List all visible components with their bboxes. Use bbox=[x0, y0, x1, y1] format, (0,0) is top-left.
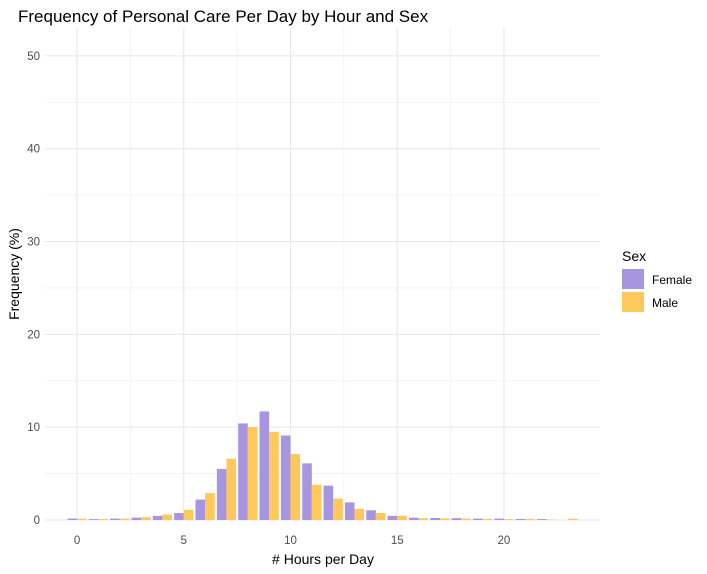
y-tick-label: 0 bbox=[34, 515, 40, 527]
grid bbox=[45, 28, 600, 521]
bar-female-20 bbox=[494, 518, 504, 520]
legend-label-female: Female bbox=[652, 273, 692, 287]
bar-male-20 bbox=[503, 519, 514, 520]
bar-male-18 bbox=[461, 518, 471, 520]
bar-male-6 bbox=[205, 493, 215, 520]
bar-female-1 bbox=[88, 519, 99, 520]
y-tick-label: 40 bbox=[27, 144, 40, 156]
bar-male-11 bbox=[311, 484, 322, 520]
bar-female-18 bbox=[451, 518, 462, 520]
bar-male-10 bbox=[290, 454, 301, 520]
legend-swatch-male bbox=[622, 292, 644, 312]
bar-female-21 bbox=[515, 518, 526, 520]
bar-female-8 bbox=[238, 423, 248, 520]
bar-male-0 bbox=[77, 518, 87, 520]
bar-male-14 bbox=[375, 513, 386, 520]
bar-female-10 bbox=[280, 435, 291, 520]
y-tick-label: 30 bbox=[27, 237, 40, 249]
y-tick-label: 10 bbox=[27, 422, 40, 434]
bar-male-7 bbox=[226, 458, 237, 520]
bar-female-16 bbox=[408, 517, 419, 520]
x-tick-label: 0 bbox=[74, 535, 80, 547]
bars bbox=[67, 411, 578, 520]
bar-female-14 bbox=[366, 510, 376, 520]
bar-female-19 bbox=[472, 518, 483, 520]
x-tick-label: 15 bbox=[391, 535, 404, 547]
y-ticks: 0 10 20 30 40 50 bbox=[27, 51, 40, 527]
bar-male-2 bbox=[119, 518, 130, 520]
bar-male-19 bbox=[482, 518, 493, 520]
bar-male-21 bbox=[525, 518, 535, 520]
bar-male-3 bbox=[141, 517, 151, 520]
bar-male-12 bbox=[333, 498, 343, 520]
bar-male-8 bbox=[247, 427, 258, 520]
x-tick-label: 5 bbox=[181, 535, 187, 547]
bar-male-23 bbox=[567, 518, 578, 520]
bar-female-3 bbox=[131, 517, 142, 520]
x-ticks: 0 5 10 15 20 bbox=[74, 535, 511, 547]
bar-female-9 bbox=[259, 411, 270, 520]
bar-female-7 bbox=[216, 468, 227, 520]
x-tick-label: 20 bbox=[498, 535, 511, 547]
legend: Sex Female Male bbox=[622, 248, 692, 312]
bar-female-0 bbox=[67, 518, 78, 520]
bar-female-13 bbox=[344, 502, 355, 520]
chart-title: Frequency of Personal Care Per Day by Ho… bbox=[18, 7, 429, 26]
bar-male-1 bbox=[98, 519, 108, 520]
bar-female-12 bbox=[323, 485, 334, 520]
bar-male-13 bbox=[354, 508, 365, 520]
x-axis-title: # Hours per Day bbox=[272, 551, 374, 567]
y-tick-label: 50 bbox=[27, 51, 40, 63]
x-tick-label: 10 bbox=[284, 535, 297, 547]
bar-male-5 bbox=[183, 509, 194, 520]
legend-label-male: Male bbox=[652, 296, 678, 310]
bar-female-2 bbox=[110, 518, 120, 520]
y-axis-title: Frequency (%) bbox=[6, 228, 22, 320]
legend-swatch-female bbox=[622, 269, 644, 289]
bar-female-15 bbox=[387, 515, 398, 520]
bar-female-5 bbox=[174, 513, 184, 520]
bar-female-22 bbox=[537, 519, 547, 520]
legend-title: Sex bbox=[622, 248, 646, 264]
bar-female-11 bbox=[302, 463, 312, 520]
bar-male-16 bbox=[418, 518, 429, 520]
bar-male-15 bbox=[397, 515, 407, 520]
bar-female-6 bbox=[195, 499, 206, 520]
bar-male-17 bbox=[439, 518, 450, 520]
bar-female-17 bbox=[430, 517, 440, 520]
y-tick-label: 20 bbox=[27, 329, 40, 341]
bar-female-4 bbox=[152, 515, 163, 520]
bar-male-9 bbox=[269, 431, 279, 520]
bar-male-4 bbox=[162, 514, 173, 520]
